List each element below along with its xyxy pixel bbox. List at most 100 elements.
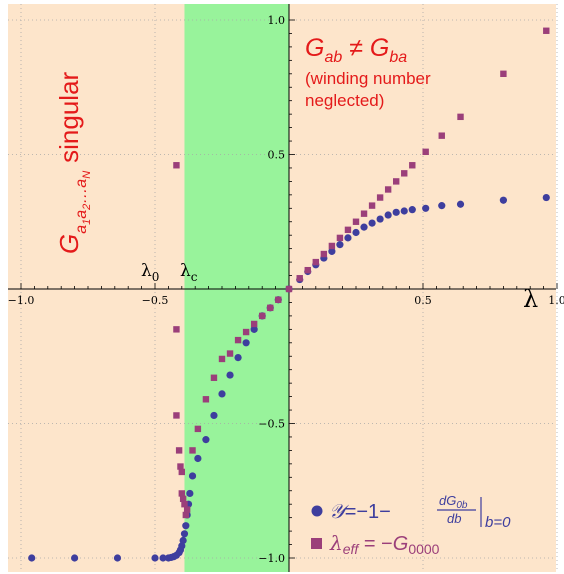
data-point-square (242, 328, 250, 336)
winding-note-line2: neglected) (305, 91, 384, 110)
data-point-square (183, 506, 191, 513)
data-point-square (259, 312, 266, 320)
legend-fraction-denominator: db (447, 511, 461, 526)
data-point-circle (159, 554, 167, 562)
data-point-circle (234, 353, 242, 362)
data-point-circle (188, 472, 197, 480)
data-point-circle (180, 530, 189, 538)
data-point-circle (113, 554, 122, 562)
x-tick-label: 1.0 (548, 294, 564, 307)
data-point-circle (438, 202, 446, 210)
data-point-square (175, 447, 183, 454)
data-point-circle (194, 454, 202, 463)
data-point-circle (178, 542, 186, 550)
x-tick-label: −0.5 (142, 294, 169, 307)
data-point-square (189, 447, 196, 454)
data-point-circle (179, 536, 187, 545)
data-point-circle (151, 554, 159, 562)
data-point-circle (250, 325, 258, 333)
data-point-circle (352, 228, 360, 237)
data-point-square (336, 234, 344, 242)
data-point-square (173, 412, 180, 419)
x-tick-label: 0.5 (414, 294, 432, 307)
data-point-circle (360, 223, 368, 231)
x-axis-label: λ (523, 285, 538, 313)
data-point-circle (422, 204, 430, 212)
data-point-circle (456, 200, 465, 208)
data-point-circle (71, 554, 79, 562)
data-point-square (422, 148, 429, 156)
data-point-square (250, 320, 258, 328)
data-point-circle (384, 211, 392, 219)
data-point-square (218, 355, 226, 363)
data-point-square (368, 202, 376, 209)
data-point-square (178, 490, 185, 497)
data-point-square (401, 170, 408, 177)
legend-fraction-numerator: dG0b (439, 493, 468, 511)
data-point-circle (28, 554, 36, 562)
data-point-square (178, 468, 185, 476)
data-point-circle (542, 193, 550, 202)
y-tick-label: −1.0 (258, 552, 285, 565)
legend-circle-marker (311, 505, 323, 517)
data-point-circle (210, 411, 218, 420)
data-point-circle (186, 489, 194, 498)
data-point-square (226, 350, 234, 357)
highlight-band (184, 4, 289, 572)
lambdac-label: λc (180, 261, 198, 284)
data-point-square (234, 336, 242, 344)
data-point-square (457, 113, 464, 121)
data-point-square (393, 178, 400, 185)
data-point-square (285, 285, 293, 293)
legend-series1-label: 𝒴=−1− (329, 499, 391, 523)
data-point-square (500, 70, 507, 77)
data-point-square (320, 250, 328, 258)
data-point-square (210, 374, 218, 381)
data-point-square (344, 226, 352, 234)
data-point-square (360, 210, 368, 217)
x-tick-label: −1.0 (8, 294, 35, 307)
data-point-square (328, 242, 336, 250)
y-tick-label: 1.0 (268, 14, 286, 27)
data-point-circle (202, 436, 210, 444)
data-point-square (312, 258, 319, 266)
y-tick-label: 0.5 (268, 149, 286, 162)
data-point-circle (344, 234, 352, 242)
data-point-square (296, 275, 303, 282)
data-point-square (409, 162, 416, 169)
data-point-square (275, 296, 282, 303)
data-point-circle (392, 208, 400, 216)
data-point-circle (328, 247, 336, 255)
data-point-square (182, 511, 190, 519)
data-point-square (194, 425, 202, 433)
data-point-circle (368, 219, 376, 227)
winding-note-line1: (winding number (305, 69, 431, 88)
data-point-square (438, 132, 445, 139)
data-point-square (304, 266, 311, 274)
data-point-square (352, 218, 360, 225)
data-point-circle (499, 196, 507, 204)
data-point-circle (226, 371, 234, 379)
data-point-circle (242, 339, 250, 347)
data-point-circle (408, 206, 416, 214)
data-point-circle (336, 241, 344, 249)
data-point-square (173, 162, 180, 169)
data-point-square (384, 186, 392, 193)
data-point-square (202, 396, 210, 403)
data-point-square (177, 463, 184, 470)
data-point-square (173, 326, 180, 333)
y-tick-label: −0.5 (258, 418, 285, 431)
singular-annotation: Ga1a2…aNsingular (54, 71, 93, 254)
data-point-circle (400, 207, 408, 215)
legend-eval-condition: b=0 (485, 514, 511, 531)
data-point-square (181, 501, 188, 508)
data-point-square (179, 495, 187, 503)
legend-square-marker (311, 538, 322, 549)
legend: 𝒴=−1− dG0b db b=0 λeff = −G0000 (311, 493, 511, 557)
data-point-square (543, 27, 550, 34)
data-point-circle (376, 215, 384, 223)
legend-series2-label: λeff = −G0000 (329, 531, 440, 557)
data-point-circle (218, 390, 226, 398)
data-point-circle (182, 522, 190, 530)
